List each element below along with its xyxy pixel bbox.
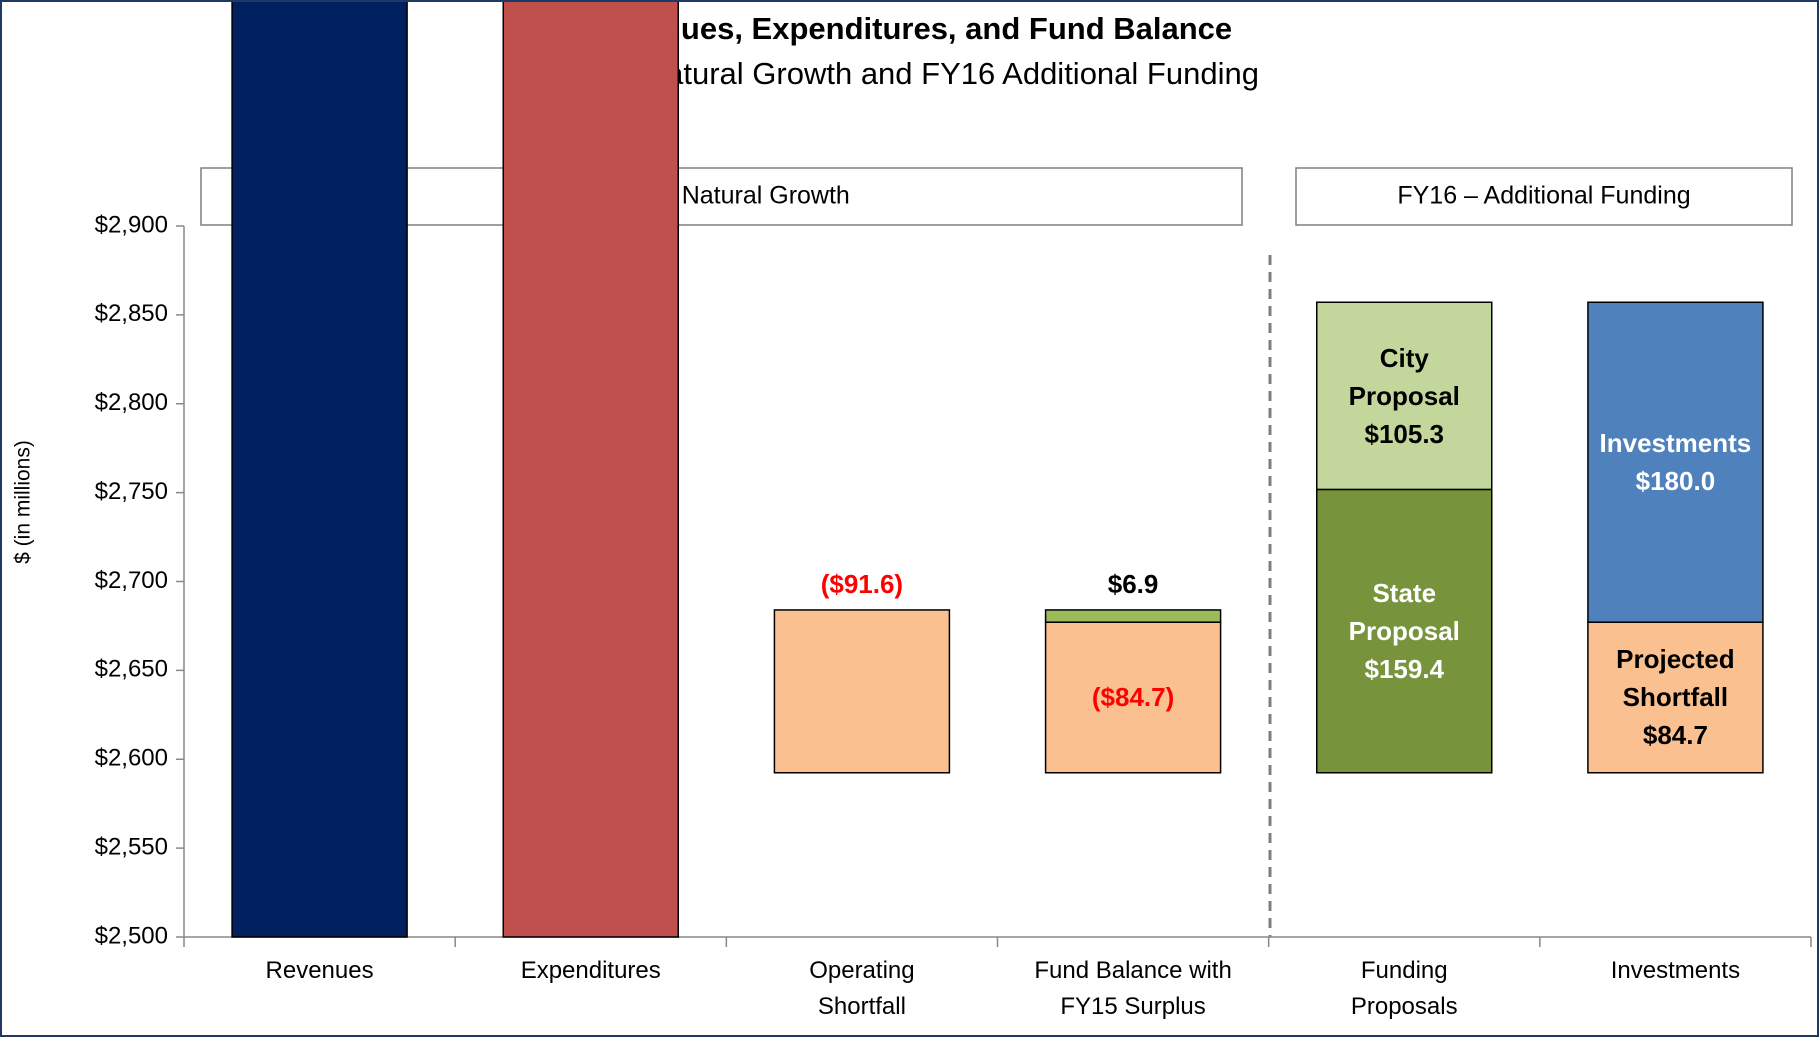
- segment-name: Projected Shortfall: [1616, 644, 1735, 713]
- y-tick-label: $2,900: [95, 211, 168, 238]
- bar-segment: [1587, 621, 1764, 774]
- bar-segment: [1044, 621, 1222, 774]
- x-tick-label: Fund Balance with FY15 Surplus: [1034, 957, 1232, 1020]
- y-tick-label: $2,550: [95, 833, 168, 860]
- bar-segment: [502, 2, 679, 938]
- bar-segment: [1316, 301, 1493, 491]
- y-tick-label: $2,800: [95, 389, 168, 416]
- segment-label: State Proposal $159.4: [1317, 489, 1492, 772]
- y-tick-label: $2,650: [95, 656, 168, 683]
- y-tick-label: $2,500: [95, 922, 168, 949]
- segment-label: ($84.7): [1046, 622, 1221, 773]
- bar-segment: [231, 2, 408, 938]
- x-tick-label: Expenditures: [520, 957, 661, 984]
- segment-label: Projected Shortfall $84.7: [1588, 622, 1763, 773]
- bar-segment: [1044, 609, 1222, 623]
- y-axis-label: $ (in millions): [12, 440, 35, 564]
- segment-label: Investments $180.0: [1588, 302, 1763, 622]
- y-tick-label: $2,750: [95, 478, 168, 505]
- y-tick-label: $2,850: [95, 300, 168, 327]
- data-label: $6.9: [1107, 568, 1159, 599]
- data-label: ($91.6): [820, 568, 904, 599]
- data-label: $180.0: [1635, 466, 1716, 497]
- data-label: $105.3: [1364, 418, 1445, 449]
- data-label: $84.7: [1642, 720, 1708, 751]
- x-tick-label: Operating Shortfall: [809, 957, 915, 1020]
- bar-segment: [1316, 488, 1493, 774]
- x-tick-label: Revenues: [265, 957, 374, 984]
- x-tick-label: Funding Proposals: [1350, 957, 1458, 1020]
- group-box: [1295, 167, 1793, 226]
- data-label: $159.4: [1364, 654, 1445, 685]
- x-tick-label: Investments: [1610, 957, 1741, 984]
- chart-title: Revenues, Expenditures, and Fund Balance: [588, 11, 1232, 46]
- bar-segment: [1587, 301, 1764, 623]
- y-tick-label: $2,600: [95, 745, 168, 772]
- data-label: ($84.7): [1091, 682, 1175, 713]
- segment-name: City Proposal: [1348, 342, 1460, 411]
- segment-name: Investments: [1599, 428, 1752, 459]
- y-tick-label: $2,700: [95, 567, 168, 594]
- segment-label: City Proposal $105.3: [1317, 302, 1492, 489]
- group-label: FY16 – Additional Funding: [1397, 182, 1690, 210]
- bar-segment: [773, 609, 951, 774]
- segment-name: State Proposal: [1348, 578, 1460, 647]
